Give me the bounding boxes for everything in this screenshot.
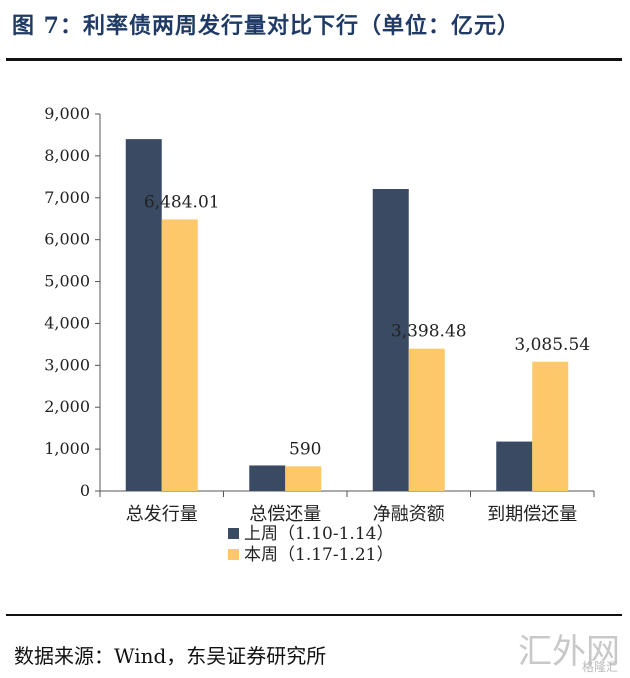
y-tick-label: 0 <box>80 481 90 500</box>
watermark-logo: 汇外网 <box>518 632 620 672</box>
y-tick-label: 9,000 <box>44 104 90 123</box>
chart-title: 图 7：利率债两周发行量对比下行（单位：亿元） <box>12 13 520 39</box>
bar-last-week <box>372 188 409 491</box>
legend-swatch <box>228 528 239 539</box>
bar-this-week <box>408 348 445 491</box>
y-tick-label: 3,000 <box>44 355 90 374</box>
bar-this-week <box>285 466 322 491</box>
x-category-label: 到期偿还量 <box>487 504 577 525</box>
y-tick-label: 8,000 <box>44 146 90 165</box>
x-category-label: 总偿还量 <box>249 504 321 525</box>
bar-this-week <box>532 361 569 491</box>
y-tick-label: 4,000 <box>44 313 90 332</box>
bar-last-week <box>125 139 162 491</box>
legend-label: 本周（1.17-1.21） <box>244 545 393 565</box>
legend-label: 上周（1.10-1.14） <box>244 524 393 544</box>
x-category-label: 总发行量 <box>126 504 198 525</box>
bottom-rule <box>6 614 622 616</box>
bar-chart: 0 1,000 2,000 3,000 4,000 5,000 6,000 7,000 8,00… <box>44 104 595 565</box>
legend-swatch <box>228 549 239 560</box>
y-tick-label: 7,000 <box>44 188 90 207</box>
y-tick-label: 1,000 <box>44 439 90 458</box>
bar-last-week <box>249 465 286 491</box>
data-label: 590 <box>289 439 321 459</box>
bar-this-week <box>161 219 198 491</box>
data-label: 3,085.54 <box>514 335 590 355</box>
y-tick-label: 6,000 <box>44 230 90 249</box>
source-note: 数据来源：Wind，东吴证券研究所 <box>14 644 327 668</box>
y-tick-label: 5,000 <box>44 272 90 291</box>
y-tick-label: 2,000 <box>44 397 90 416</box>
data-label: 3,398.48 <box>391 322 467 342</box>
x-category-label: 净融资额 <box>373 504 445 525</box>
watermark-sub: 格隆汇 <box>581 660 618 674</box>
top-rule <box>6 58 622 61</box>
bar-last-week <box>496 441 533 491</box>
data-label: 6,484.01 <box>144 192 220 212</box>
